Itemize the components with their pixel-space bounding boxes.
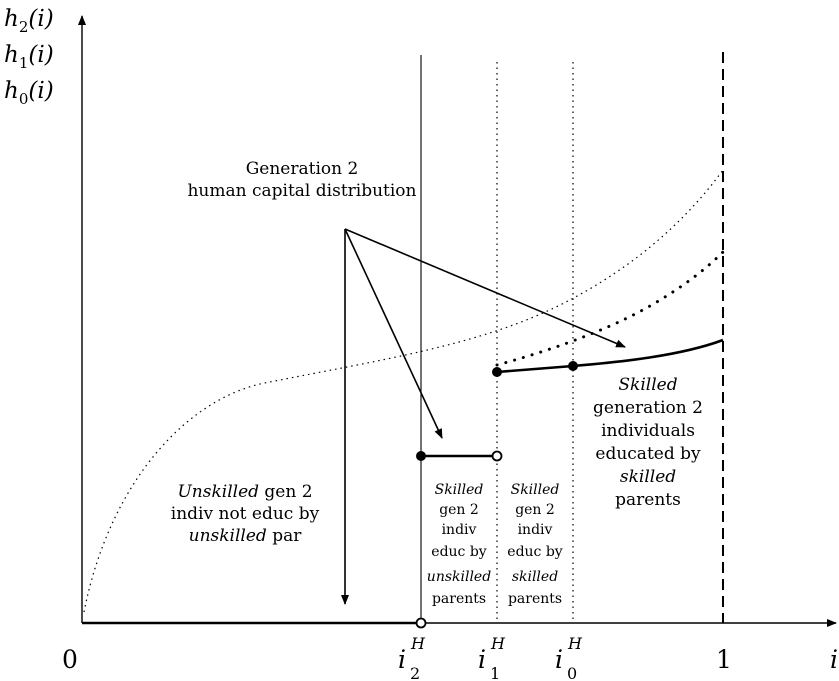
svg-text:human capital distribution: human capital distribution [187, 181, 416, 201]
svg-text:gen 2: gen 2 [515, 502, 555, 518]
svg-text:i: i [398, 645, 406, 674]
svg-text:educ by: educ by [507, 544, 563, 560]
svg-text:H: H [410, 634, 426, 653]
svg-text:unskilled par: unskilled par [189, 526, 303, 546]
filled-point-i0H [568, 361, 578, 371]
unskilled-annotation: Unskilled gen 2 indiv not educ by unskil… [171, 482, 320, 546]
svg-text:educ by: educ by [431, 544, 487, 560]
h2-solid-curve [496, 338, 724, 374]
filled-point-i2H-mid [416, 451, 426, 461]
filled-point-i1H-upper [492, 367, 502, 377]
x-axis-label-i: i [830, 645, 838, 674]
svg-text:indiv: indiv [518, 522, 553, 538]
x-tick-i1H: i H 1 [478, 634, 506, 681]
svg-text:h0(i): h0(i) [4, 78, 54, 108]
svg-text:H: H [567, 634, 583, 653]
annotation-arrows [341, 228, 626, 605]
svg-text:parents: parents [508, 591, 562, 607]
svg-text:skilled: skilled [512, 569, 558, 585]
x-tick-i0H: i H 0 [555, 634, 583, 681]
svg-text:unskilled: unskilled [427, 569, 491, 585]
open-point-i1H-mid [491, 450, 503, 462]
h1-thick-dotted-curve [495, 250, 725, 367]
svg-text:parents: parents [615, 490, 681, 510]
svg-text:gen 2: gen 2 [439, 502, 479, 518]
svg-text:i: i [478, 645, 486, 674]
svg-text:0: 0 [567, 664, 577, 681]
svg-text:i: i [555, 645, 563, 674]
svg-text:Skilled: Skilled [435, 482, 484, 498]
svg-text:h2(i): h2(i) [4, 6, 54, 36]
skilled-educ-by-skilled-annotation: Skilled gen 2 indiv educ by skilled pare… [507, 482, 563, 607]
svg-text:indiv: indiv [442, 522, 477, 538]
x-tick-0: 0 [62, 645, 78, 674]
y-axis-label: h2(i) h1(i) h0(i) [4, 6, 54, 108]
svg-text:individuals: individuals [601, 421, 695, 441]
svg-text:skilled: skilled [620, 467, 676, 487]
svg-text:Generation 2: Generation 2 [246, 159, 359, 179]
skilled-educ-by-unskilled-annotation: Skilled gen 2 indiv educ by unskilled pa… [427, 482, 491, 607]
svg-text:1: 1 [490, 664, 500, 681]
svg-text:parents: parents [432, 591, 486, 607]
x-tick-1: 1 [716, 645, 732, 674]
x-tick-i2H: i H 2 [398, 634, 426, 681]
open-point-i2H-axis [415, 617, 427, 629]
svg-text:generation 2: generation 2 [593, 398, 703, 418]
svg-text:Skilled: Skilled [618, 375, 677, 395]
svg-text:h1(i): h1(i) [4, 42, 54, 72]
generation-2-annotation: Generation 2 human capital distribution [187, 159, 416, 201]
svg-text:educated by: educated by [595, 444, 701, 464]
svg-text:Unskilled gen 2: Unskilled gen 2 [177, 482, 312, 502]
skilled-gen2-annotation: Skilled generation 2 individuals educate… [593, 375, 703, 510]
svg-text:2: 2 [410, 664, 420, 681]
svg-text:indiv not educ by: indiv not educ by [171, 504, 320, 524]
svg-text:Skilled: Skilled [511, 482, 560, 498]
h0-dotted-curve [83, 169, 724, 613]
svg-text:H: H [490, 634, 506, 653]
